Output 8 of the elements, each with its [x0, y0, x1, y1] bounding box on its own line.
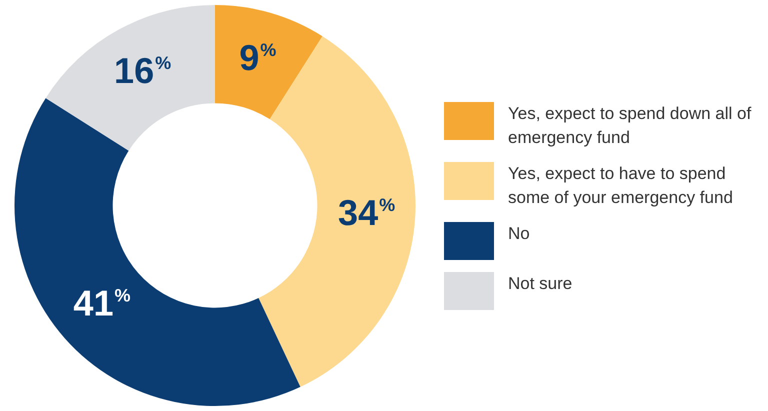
legend-label: No: [508, 222, 531, 244]
legend-label: Yes, expect to have to spend some of your emergency fund: [508, 162, 734, 208]
data-label: 16%: [114, 50, 172, 91]
legend-label: Yes, expect to spend down all of emergency fund: [508, 102, 752, 148]
data-label: 41%: [73, 282, 130, 324]
data-label: 9%: [239, 37, 276, 78]
data-label: 34%: [338, 192, 396, 233]
legend-label: Not sure: [508, 272, 574, 294]
